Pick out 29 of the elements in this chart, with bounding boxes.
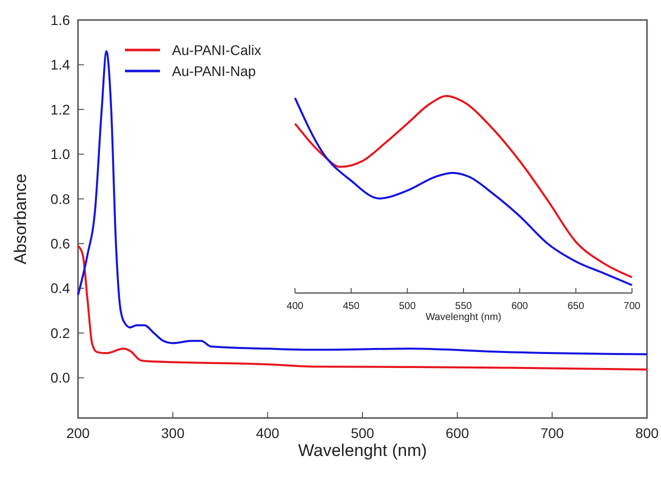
x-tick-label: 600 <box>511 301 528 312</box>
y-axis-title: Absorbance <box>11 174 30 264</box>
y-tick-label: 1.6 <box>50 12 70 28</box>
y-tick-label: 0.6 <box>50 235 70 252</box>
legend-label: Au-PANI-Nap <box>172 63 256 79</box>
y-tick-label: 1.0 <box>50 146 70 162</box>
x-tick-label: 500 <box>398 301 416 312</box>
x-tick-label: 650 <box>567 301 585 312</box>
x-tick-label: 400 <box>286 301 304 312</box>
y-tick-label: 0.0 <box>50 370 70 386</box>
x-tick-label: 200 <box>66 425 90 441</box>
y-tick-label: 1.2 <box>50 101 70 118</box>
x-axis-title: Wavelenght (nm) <box>426 312 502 323</box>
line-series <box>77 244 648 370</box>
y-tick-label: 0.8 <box>50 190 70 207</box>
y-tick-label: 0.4 <box>50 280 70 296</box>
x-tick-label: 300 <box>161 425 185 441</box>
x-tick-label: 700 <box>540 425 564 441</box>
x-tick-label: 700 <box>624 301 641 312</box>
x-tick-label: 400 <box>256 425 280 441</box>
x-tick-label: 800 <box>635 425 659 441</box>
y-tick-label: 1.4 <box>50 56 70 73</box>
legend-label: Au-PANI-Calix <box>172 42 262 58</box>
x-tick-label: 450 <box>342 301 360 312</box>
x-tick-label: 600 <box>446 425 470 441</box>
x-tick-label: 550 <box>455 301 472 312</box>
x-axis-title: Wavelenght (nm) <box>298 440 427 460</box>
y-tick-label: 0.2 <box>50 324 70 341</box>
x-tick-label: 500 <box>350 425 374 441</box>
